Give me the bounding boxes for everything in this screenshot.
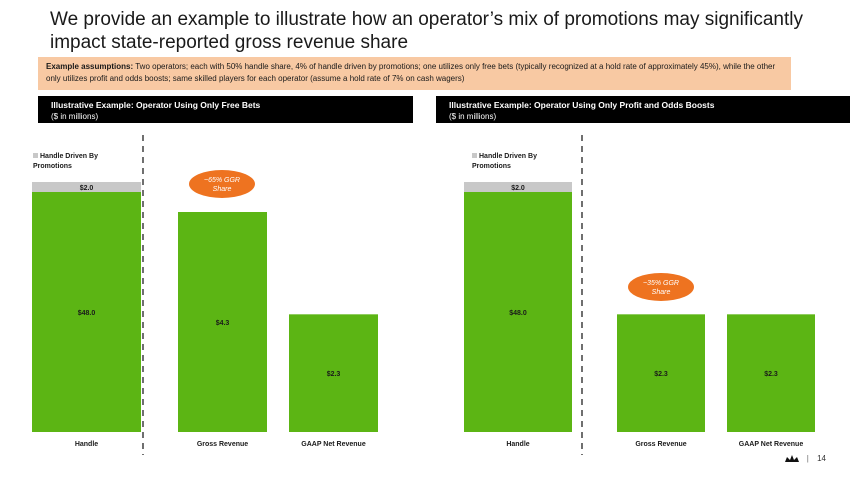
assumptions-box: Example assumptions: Two operators; each… (38, 57, 791, 90)
chart-2-legend-line2: Promotions (472, 163, 511, 170)
chart-2-bar-gross-revenue (617, 314, 705, 432)
chart-2-callout-bubble (628, 273, 694, 301)
chart-2-bar-handle-promo (464, 182, 572, 192)
chart-1-label-gross-revenue: $4.3 (216, 320, 230, 327)
crown-logo-icon (784, 454, 799, 463)
chart-1-callout-bubble (189, 170, 255, 198)
chart-1-callout-line2: Share (213, 186, 232, 193)
chart-2-bar-gaap-net-revenue (727, 314, 815, 432)
chart-2-legend-line1: Handle Driven By (479, 153, 537, 160)
chart-1-title: Illustrative Example: Operator Using Onl… (51, 100, 261, 110)
chart-1-subtitle: ($ in millions) (51, 112, 99, 121)
chart-2-banner: Illustrative Example: Operator Using Onl… (436, 96, 850, 123)
chart-2-label-handle: $48.0 (509, 310, 527, 317)
chart-2-category-gross-revenue: Gross Revenue (635, 441, 686, 448)
page-number: 14 (817, 454, 826, 463)
chart-1-bar-gross-revenue (178, 212, 267, 432)
chart-1-label-gaap-net-revenue: $2.3 (327, 371, 341, 378)
chart-1-label-handle: $48.0 (78, 310, 96, 317)
chart-1-bar-gaap-net-revenue (289, 314, 378, 432)
chart-2-callout-line2: Share (652, 289, 671, 296)
chart-2-subtitle: ($ in millions) (449, 112, 497, 121)
chart-1-legend-line1: Handle Driven By (40, 153, 98, 160)
chart-2-label-gaap-net-revenue: $2.3 (764, 371, 778, 378)
chart-1-bar-handle (32, 192, 141, 432)
page-footer: | 14 (784, 454, 826, 463)
chart-2-callout-line1: ~35% GGR (643, 280, 679, 287)
page-title: We provide an example to illustrate how … (50, 9, 803, 53)
chart-2-category-handle: Handle (506, 441, 529, 448)
chart-1-label-promo: $2.0 (80, 185, 94, 192)
chart-1-legend-line2: Promotions (33, 163, 72, 170)
chart-1-bar-handle-promo (32, 182, 141, 192)
chart-2-label-promo: $2.0 (511, 185, 525, 192)
chart-1-category-gross-revenue: Gross Revenue (197, 441, 248, 448)
chart-1-legend-swatch (33, 153, 38, 158)
chart-2-category-gaap-net-revenue: GAAP Net Revenue (739, 441, 804, 448)
chart-1-callout-line1: ~65% GGR (204, 177, 240, 184)
chart-1-banner: Illustrative Example: Operator Using Onl… (38, 96, 413, 123)
chart-1-category-handle: Handle (75, 441, 98, 448)
assumptions-text: Two operators; each with 50% handle shar… (46, 62, 776, 83)
assumptions-label: Example assumptions: (46, 62, 134, 71)
chart-1-category-gaap-net-revenue: GAAP Net Revenue (301, 441, 366, 448)
chart-2-legend-swatch (472, 153, 477, 158)
chart-2-label-gross-revenue: $2.3 (654, 371, 668, 378)
chart-2-title: Illustrative Example: Operator Using Onl… (449, 100, 715, 110)
chart-2-bar-handle (464, 192, 572, 432)
